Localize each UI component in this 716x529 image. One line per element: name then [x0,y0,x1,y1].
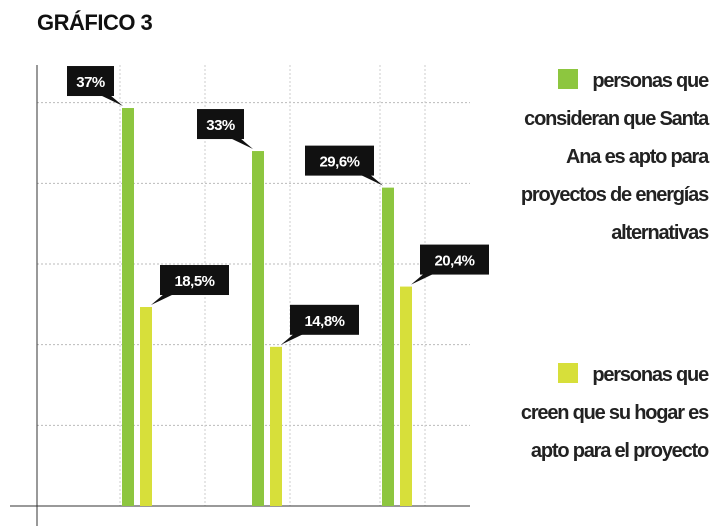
callout-box [305,145,374,176]
callout-pointer [100,95,123,107]
legend-swatch [558,363,579,383]
bar [140,307,152,506]
callout-box [160,265,229,296]
value-label: 14,8% [304,313,344,330]
callout-pointer [281,333,304,345]
bar [252,151,264,507]
callout-box [67,66,114,97]
value-label: 20,4% [434,253,474,270]
callout-box [420,244,489,275]
value-label: 29,6% [319,154,359,171]
legend-entry: personas que consideran que Santa Ana es… [508,62,709,252]
legend-label: personas que creen que su hogar es apto … [520,364,709,462]
callout-pointer [360,174,383,186]
chart-title: GRÁFICO 3 [37,10,153,35]
value-label: 37% [76,74,105,91]
value-label: 18,5% [174,273,214,290]
callout-box [290,304,359,335]
bar [122,108,134,507]
bar [270,346,282,506]
callout-box [197,109,244,140]
legend-entry: personas que creen que su hogar es apto … [508,356,709,470]
callout-pointer [151,294,174,306]
legend-label: personas que consideran que Santa Ana es… [520,70,709,244]
bar [382,187,394,506]
legend-swatch [558,69,579,89]
bar [400,286,412,506]
callout-pointer [411,273,434,285]
callout-pointer [230,138,253,150]
value-label: 33% [206,117,235,134]
